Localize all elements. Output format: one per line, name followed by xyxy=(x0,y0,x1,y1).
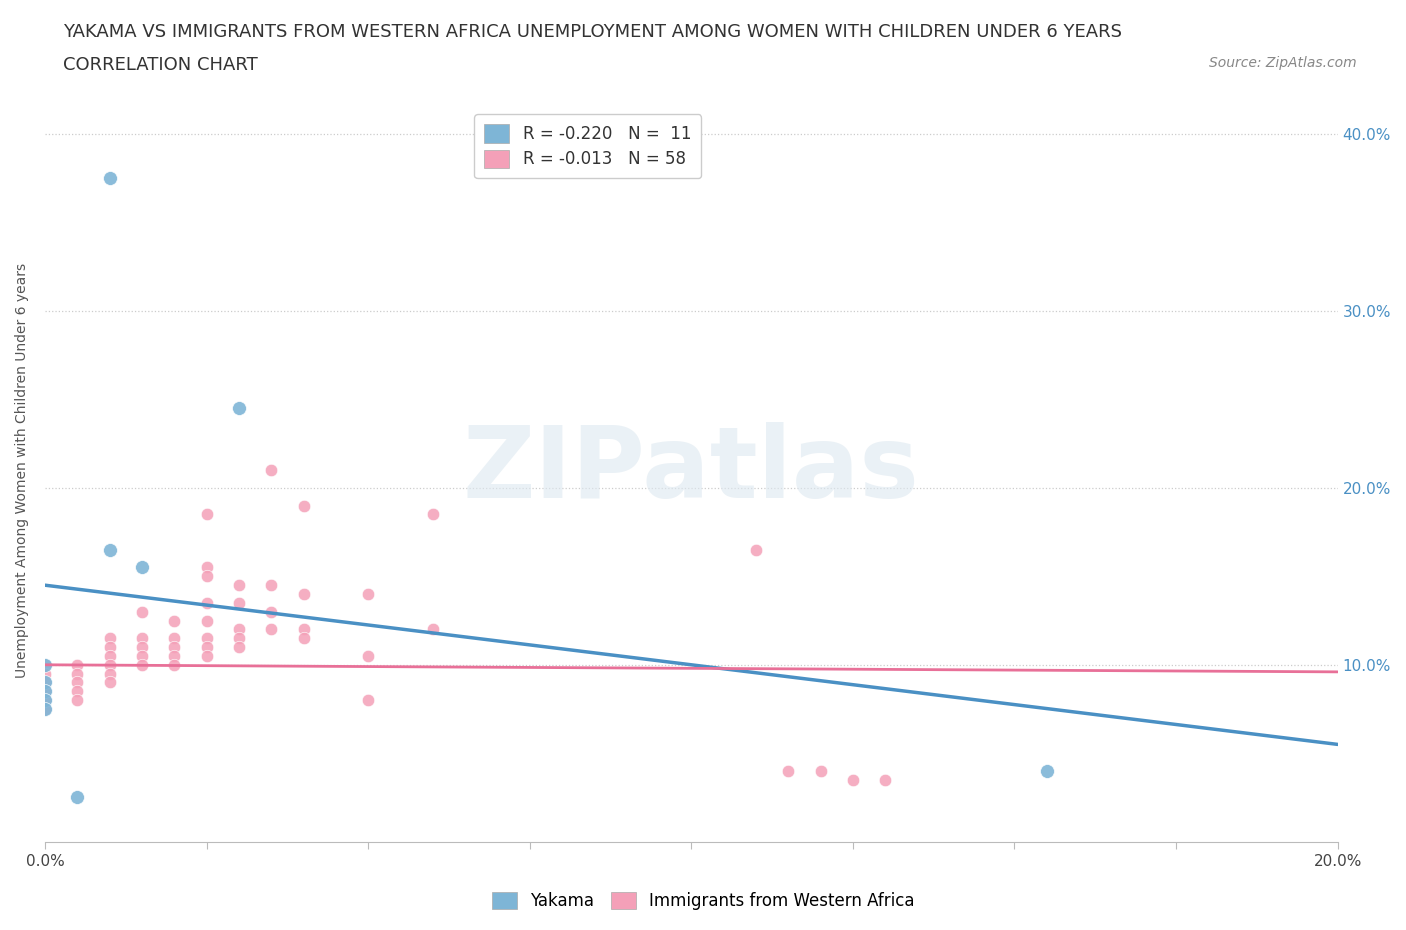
Point xyxy=(195,640,218,655)
Point xyxy=(98,658,121,672)
Point xyxy=(195,648,218,663)
Point xyxy=(260,463,283,478)
Point xyxy=(228,578,250,592)
Point xyxy=(66,675,89,690)
Point xyxy=(292,622,315,637)
Text: ZIPatlas: ZIPatlas xyxy=(463,421,920,519)
Point xyxy=(778,764,800,778)
Point xyxy=(163,658,186,672)
Point xyxy=(34,675,56,690)
Point xyxy=(422,622,444,637)
Point xyxy=(195,507,218,522)
Point xyxy=(98,171,121,186)
Point xyxy=(98,666,121,681)
Point xyxy=(195,613,218,628)
Point xyxy=(260,604,283,619)
Point xyxy=(34,658,56,672)
Text: Source: ZipAtlas.com: Source: ZipAtlas.com xyxy=(1209,56,1357,70)
Point xyxy=(228,595,250,610)
Point xyxy=(34,701,56,716)
Point xyxy=(260,578,283,592)
Point xyxy=(357,648,380,663)
Point xyxy=(34,701,56,716)
Point xyxy=(875,772,897,787)
Legend: Yakama, Immigrants from Western Africa: Yakama, Immigrants from Western Africa xyxy=(485,885,921,917)
Point xyxy=(131,604,153,619)
Legend: R = -0.220   N =  11, R = -0.013   N = 58: R = -0.220 N = 11, R = -0.013 N = 58 xyxy=(474,114,702,179)
Point xyxy=(34,684,56,698)
Text: YAKAMA VS IMMIGRANTS FROM WESTERN AFRICA UNEMPLOYMENT AMONG WOMEN WITH CHILDREN : YAKAMA VS IMMIGRANTS FROM WESTERN AFRICA… xyxy=(63,23,1122,41)
Point xyxy=(195,631,218,645)
Point xyxy=(1036,764,1059,778)
Point xyxy=(422,507,444,522)
Point xyxy=(357,587,380,602)
Point xyxy=(131,648,153,663)
Point xyxy=(34,658,56,672)
Point xyxy=(357,693,380,708)
Point xyxy=(131,560,153,575)
Point xyxy=(745,542,768,557)
Point xyxy=(34,693,56,708)
Point xyxy=(228,622,250,637)
Point xyxy=(163,640,186,655)
Point xyxy=(228,401,250,416)
Point xyxy=(34,666,56,681)
Point xyxy=(292,498,315,513)
Point xyxy=(66,790,89,804)
Point xyxy=(66,684,89,698)
Point xyxy=(195,595,218,610)
Point xyxy=(131,640,153,655)
Point xyxy=(98,640,121,655)
Point xyxy=(292,631,315,645)
Point xyxy=(98,631,121,645)
Point xyxy=(66,658,89,672)
Point xyxy=(228,631,250,645)
Point xyxy=(131,631,153,645)
Point xyxy=(195,560,218,575)
Point xyxy=(34,693,56,708)
Point xyxy=(66,666,89,681)
Point xyxy=(163,648,186,663)
Y-axis label: Unemployment Among Women with Children Under 6 years: Unemployment Among Women with Children U… xyxy=(15,262,30,678)
Point xyxy=(34,684,56,698)
Point xyxy=(228,640,250,655)
Text: CORRELATION CHART: CORRELATION CHART xyxy=(63,56,259,73)
Point xyxy=(98,542,121,557)
Point xyxy=(98,675,121,690)
Point xyxy=(66,693,89,708)
Point xyxy=(260,622,283,637)
Point xyxy=(98,648,121,663)
Point xyxy=(195,569,218,584)
Point xyxy=(131,658,153,672)
Point xyxy=(34,675,56,690)
Point xyxy=(810,764,832,778)
Point xyxy=(163,631,186,645)
Point xyxy=(292,587,315,602)
Point xyxy=(842,772,865,787)
Point xyxy=(163,613,186,628)
